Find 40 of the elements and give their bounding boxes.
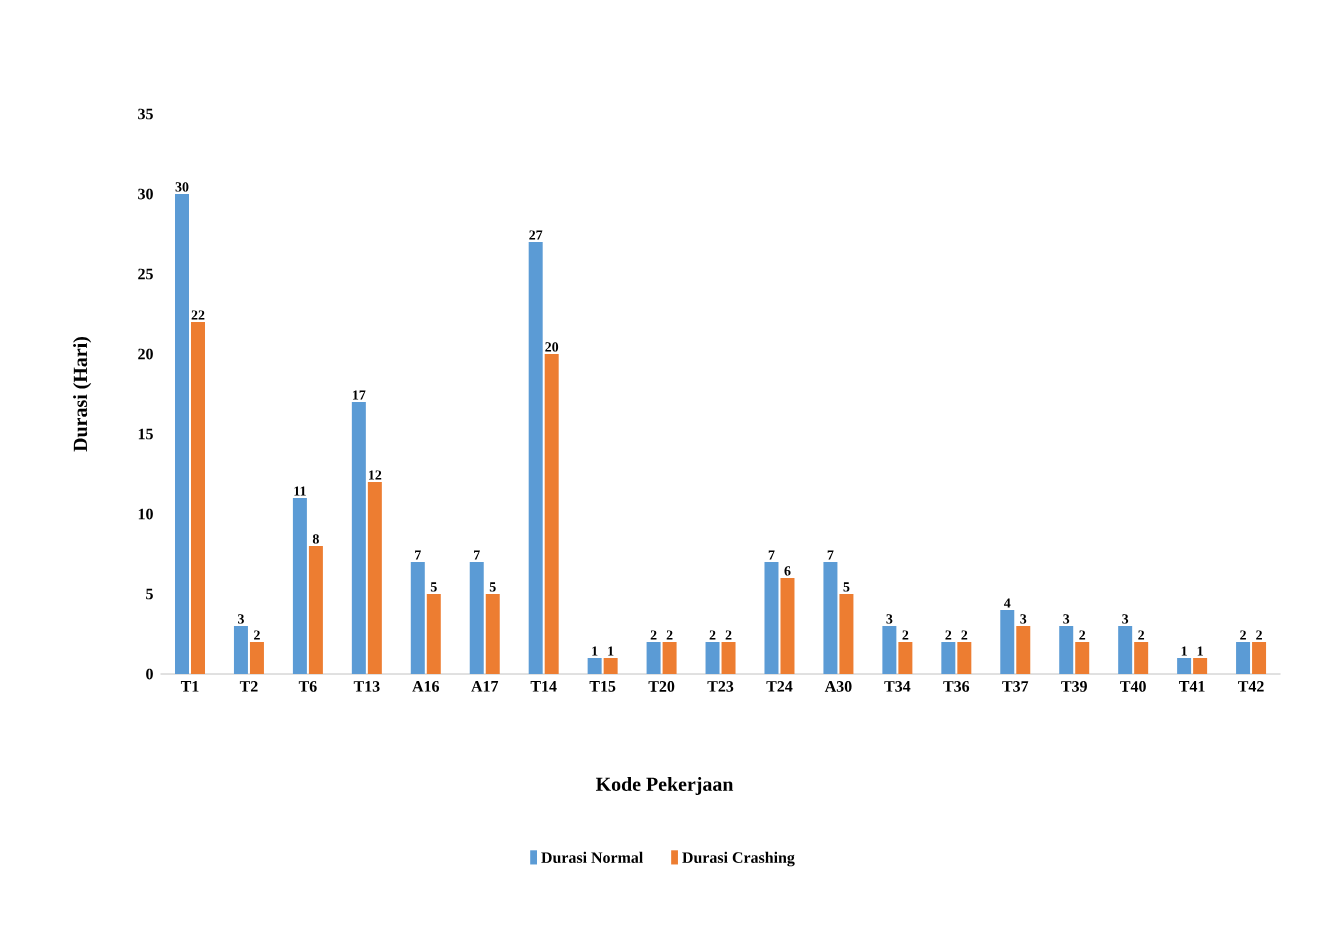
bar — [1000, 610, 1015, 674]
bar — [764, 562, 779, 674]
bar — [1177, 658, 1192, 674]
bar — [292, 498, 307, 674]
bar — [308, 546, 323, 674]
bar — [587, 658, 602, 674]
bar — [957, 642, 972, 674]
bar — [705, 642, 720, 674]
bar — [351, 402, 366, 674]
bar — [410, 562, 425, 674]
bar — [1118, 626, 1133, 674]
bar — [898, 642, 913, 674]
bar — [1193, 658, 1208, 674]
bar — [367, 482, 382, 674]
bar — [1252, 642, 1267, 674]
bar — [721, 642, 736, 674]
bar — [249, 642, 264, 674]
y-axis-title: Durasi (Hari) — [73, 337, 92, 452]
bar — [175, 194, 189, 674]
bar — [823, 562, 838, 674]
bar — [1134, 642, 1149, 674]
bar — [233, 626, 248, 674]
bar — [485, 594, 500, 674]
x-axis-title: Kode Pekerjaan — [595, 776, 734, 796]
bar — [941, 642, 956, 674]
bar — [469, 562, 484, 674]
bar — [780, 578, 795, 674]
bar — [646, 642, 661, 674]
bar — [882, 626, 897, 674]
bar — [839, 594, 854, 674]
bar — [1236, 642, 1251, 674]
bar — [1016, 626, 1031, 674]
bar — [528, 242, 543, 674]
bar — [603, 658, 618, 674]
bar — [1059, 626, 1074, 674]
bar — [426, 594, 441, 674]
bar — [1075, 642, 1090, 674]
bar — [662, 642, 677, 674]
bar — [191, 322, 205, 674]
bar — [544, 354, 559, 674]
